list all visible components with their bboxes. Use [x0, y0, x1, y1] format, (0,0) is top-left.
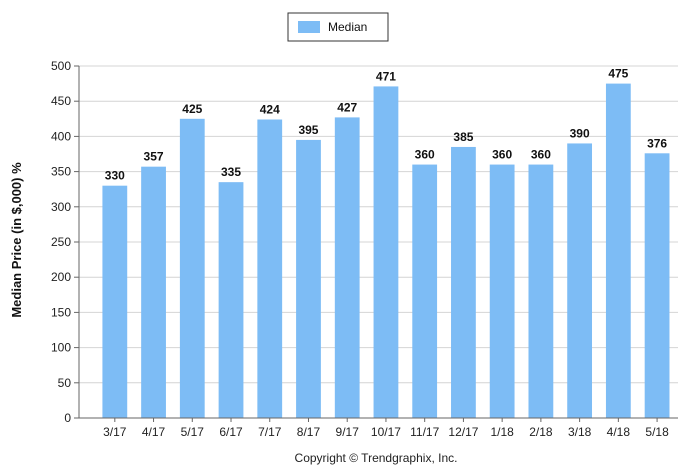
y-tick-label: 150 [51, 305, 71, 319]
y-tick-label: 100 [51, 341, 71, 355]
data-label: 475 [608, 67, 628, 81]
data-label: 360 [492, 148, 512, 162]
bar-3-18 [567, 143, 593, 418]
legend-swatch [298, 21, 320, 33]
bar-4-18 [605, 83, 631, 418]
bar-10-17 [373, 86, 399, 418]
y-axis-title: Median Price (in $,000) % [9, 162, 24, 318]
y-tick-label: 250 [51, 235, 71, 249]
bars [102, 83, 670, 419]
bar-3-17 [102, 185, 128, 418]
data-label: 424 [260, 103, 280, 117]
y-tick-label: 300 [51, 200, 71, 214]
x-tick-label: 11/17 [410, 425, 439, 439]
x-tick-label: 6/17 [219, 425, 243, 439]
x-tick-label: 10/17 [371, 425, 401, 439]
x-tick-label: 2/18 [529, 425, 553, 439]
x-tick-label: 12/17 [448, 425, 478, 439]
data-label: 471 [376, 69, 396, 83]
x-tick-label: 4/17 [142, 425, 166, 439]
data-label: 427 [337, 100, 357, 114]
y-tick-label: 50 [58, 376, 72, 390]
data-label: 385 [453, 130, 473, 144]
x-tick-label: 7/17 [258, 425, 282, 439]
axes: 0 50 100 150 200 250 300 350 400 450 500 3/17 4/17 5/… [51, 59, 678, 439]
legend-entry-median: Median [328, 20, 367, 34]
data-labels: 330 357 425 335 424 395 427 471 360 385 360 360 390 4… [105, 67, 668, 183]
bar-4-17 [141, 166, 166, 418]
x-tick-label: 5/18 [645, 425, 669, 439]
bar-6-17 [218, 182, 244, 418]
x-tick-label: 4/18 [607, 425, 631, 439]
bar-11-17 [412, 164, 438, 418]
data-label: 335 [221, 165, 241, 179]
data-label: 425 [182, 102, 202, 116]
x-tick-label: 3/17 [103, 425, 127, 439]
y-tick-label: 350 [51, 165, 71, 179]
x-tick-label: 1/18 [490, 425, 514, 439]
data-label: 360 [531, 148, 551, 162]
bar-7-17 [257, 119, 283, 418]
data-label: 330 [105, 169, 125, 183]
data-label: 395 [298, 123, 318, 137]
bar-9-17 [334, 117, 360, 418]
legend: Median [287, 12, 389, 42]
bar-12-17 [451, 146, 476, 418]
bar-5-18 [644, 153, 670, 418]
x-tick-label: 9/17 [336, 425, 360, 439]
y-tick-label: 500 [51, 59, 71, 73]
bar-5-17 [179, 118, 205, 419]
bar-2-18 [528, 164, 554, 418]
data-label: 390 [570, 126, 590, 140]
y-tick-label: 400 [51, 129, 71, 143]
y-tick-label: 450 [51, 94, 71, 108]
data-label: 376 [647, 136, 667, 150]
data-label: 357 [144, 150, 164, 164]
x-tick-label: 3/18 [568, 425, 592, 439]
bar-1-18 [489, 164, 515, 418]
y-tick-label: 200 [51, 270, 71, 284]
data-label: 360 [415, 148, 435, 162]
x-tick-label: 8/17 [297, 425, 321, 439]
bar-8-17 [296, 139, 321, 419]
copyright-footer: Copyright © Trendgraphix, Inc. [295, 451, 458, 465]
x-tick-label: 5/17 [181, 425, 205, 439]
y-tick-label: 0 [64, 411, 71, 425]
